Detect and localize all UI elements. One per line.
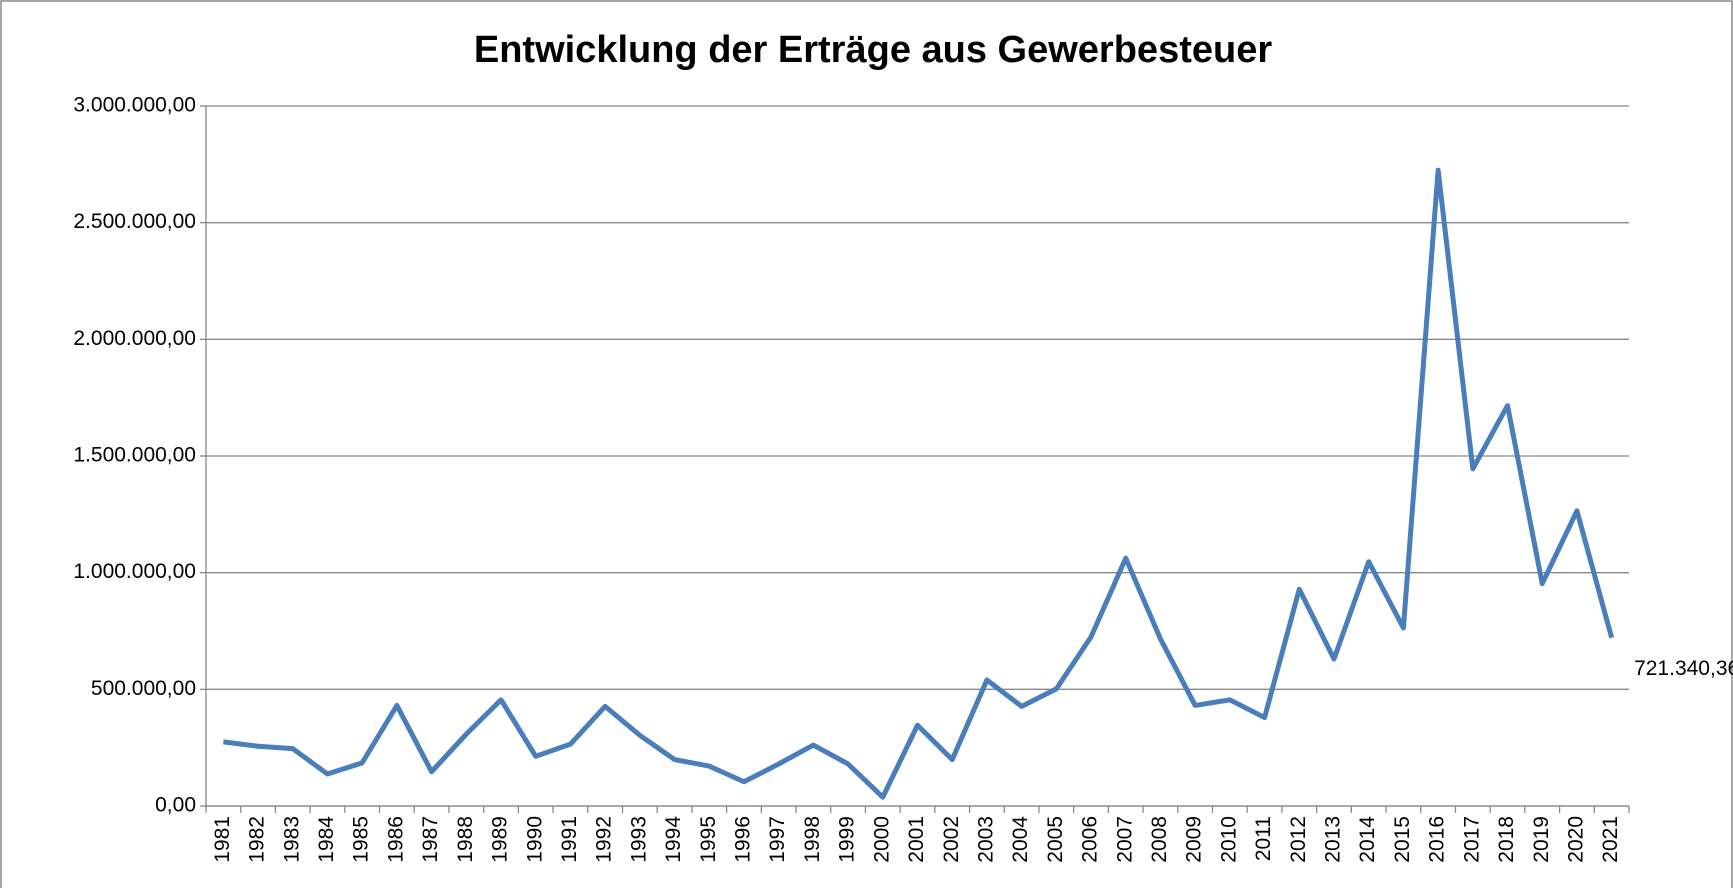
x-tick-label: 2006 xyxy=(1079,816,1102,863)
x-tick-label: 1981 xyxy=(211,816,234,863)
x-tick-label: 1997 xyxy=(766,816,789,863)
x-tick-label: 2007 xyxy=(1113,816,1136,863)
x-tick-label: 2018 xyxy=(1495,816,1518,863)
data-label: 721.340,36 xyxy=(1634,657,1733,680)
x-tick-label: 2011 xyxy=(1252,816,1275,861)
x-tick-label: 1991 xyxy=(558,816,581,863)
x-tick-label: 2008 xyxy=(1148,816,1171,863)
y-tick-label: 500.000,00 xyxy=(91,677,196,700)
x-tick-label: 1996 xyxy=(732,816,755,863)
x-tick-label: 1999 xyxy=(836,816,859,863)
x-tick-label: 1990 xyxy=(523,816,546,863)
x-tick-label: 2014 xyxy=(1356,816,1379,863)
x-tick-label: 1994 xyxy=(662,816,685,863)
y-tick-label: 1.500.000,00 xyxy=(73,444,196,467)
x-tick-label: 1992 xyxy=(593,816,616,863)
x-tick-label: 2016 xyxy=(1426,816,1449,863)
x-tick-label: 2021 xyxy=(1599,816,1622,863)
x-tick-label: 1995 xyxy=(697,816,720,863)
x-tick-label: 2020 xyxy=(1564,816,1587,863)
x-tick-label: 1987 xyxy=(419,816,442,863)
x-tick-label: 1993 xyxy=(627,816,650,863)
x-tick-label: 2004 xyxy=(1009,816,1032,863)
x-tick-label: 1989 xyxy=(489,816,512,863)
x-tick-label: 1988 xyxy=(454,816,477,863)
data-line xyxy=(223,167,1615,800)
y-tick-label: 1.000.000,00 xyxy=(73,560,196,583)
x-tick-label: 2010 xyxy=(1217,816,1240,863)
x-tick-label: 2000 xyxy=(870,816,893,863)
x-tick-label: 1986 xyxy=(384,816,407,863)
x-tick-label: 2013 xyxy=(1322,816,1345,863)
x-tick-label: 2003 xyxy=(974,816,997,863)
x-tick-label: 1984 xyxy=(315,816,338,863)
x-tick-label: 2002 xyxy=(940,816,963,863)
chart-title: Entwicklung der Erträge aus Gewerbesteue… xyxy=(474,29,1272,71)
x-tick-label: 1983 xyxy=(280,816,303,863)
x-tick-label: 1985 xyxy=(350,816,373,863)
x-tick-label: 2015 xyxy=(1391,816,1414,863)
x-tick-label: 2001 xyxy=(905,816,928,863)
y-tick-label: 0,00 xyxy=(155,794,196,817)
x-tick-label: 2009 xyxy=(1183,816,1206,863)
y-tick-label: 2.000.000,00 xyxy=(73,327,196,350)
x-tick-label: 1982 xyxy=(246,816,269,863)
x-tick-label: 2017 xyxy=(1460,816,1483,863)
y-tick-label: 3.000.000,00 xyxy=(73,94,196,117)
y-tick-label: 2.500.000,00 xyxy=(73,210,196,233)
x-tick-label: 2019 xyxy=(1530,816,1553,863)
x-tick-label: 1998 xyxy=(801,816,824,863)
x-tick-label: 2012 xyxy=(1287,816,1310,863)
x-tick-label: 2005 xyxy=(1044,816,1067,863)
